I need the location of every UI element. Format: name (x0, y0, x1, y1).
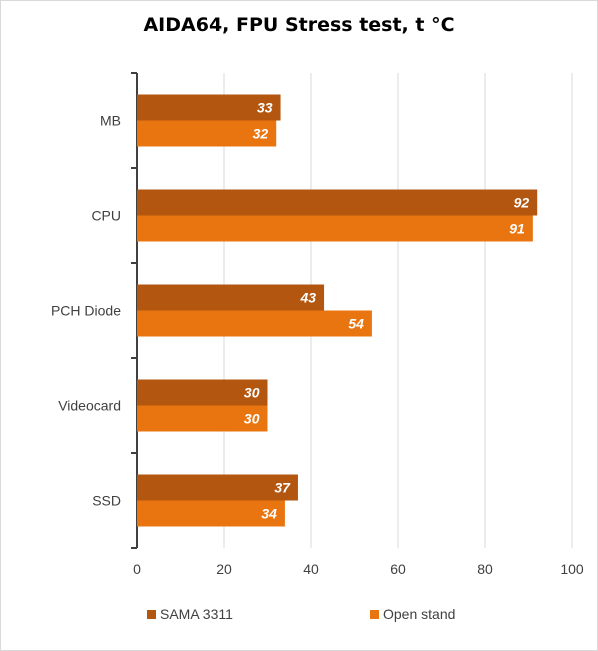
bar-series-1 (137, 189, 538, 216)
x-tick-label: 20 (216, 561, 232, 577)
data-label: 91 (509, 221, 525, 237)
legend: SAMA 3311 Open stand (0, 606, 598, 626)
legend-item-series-1: SAMA 3311 (147, 606, 233, 622)
legend-item-series-2: Open stand (370, 606, 455, 622)
data-label: 33 (257, 100, 273, 116)
bar-series-2 (137, 405, 268, 432)
legend-swatch-series-1 (147, 609, 156, 619)
data-label: 30 (244, 411, 260, 427)
legend-swatch-series-2 (370, 609, 379, 619)
bar-series-2 (137, 120, 277, 147)
y-category-label: Videocard (58, 398, 121, 414)
y-category-label: SSD (92, 493, 121, 509)
data-label: 30 (244, 385, 260, 401)
data-label: 34 (261, 506, 277, 522)
x-tick-label: 0 (133, 561, 141, 577)
x-tick-label: 60 (390, 561, 406, 577)
bar-series-1 (137, 284, 325, 311)
y-category-label: MB (100, 113, 121, 129)
data-label: 54 (348, 316, 364, 332)
chart-title: AIDA64, FPU Stress test, t °C (143, 14, 455, 36)
legend-label-series-1: SAMA 3311 (160, 606, 233, 622)
x-tick-label: 40 (303, 561, 319, 577)
bar-series-1 (137, 379, 268, 406)
bar-series-1 (137, 94, 281, 121)
data-label: 32 (253, 126, 269, 142)
data-label: 43 (299, 290, 316, 306)
bar-series-1 (137, 474, 298, 501)
bar-series-2 (137, 310, 372, 337)
data-label: 92 (514, 195, 530, 211)
y-category-label: CPU (91, 208, 121, 224)
y-category-label: PCH Diode (51, 303, 121, 319)
bar-series-2 (137, 500, 285, 527)
x-tick-label: 100 (560, 561, 584, 577)
legend-label-series-2: Open stand (383, 606, 456, 622)
x-tick-label: 80 (477, 561, 493, 577)
bar-series-2 (137, 215, 533, 242)
data-label: 37 (274, 480, 291, 496)
